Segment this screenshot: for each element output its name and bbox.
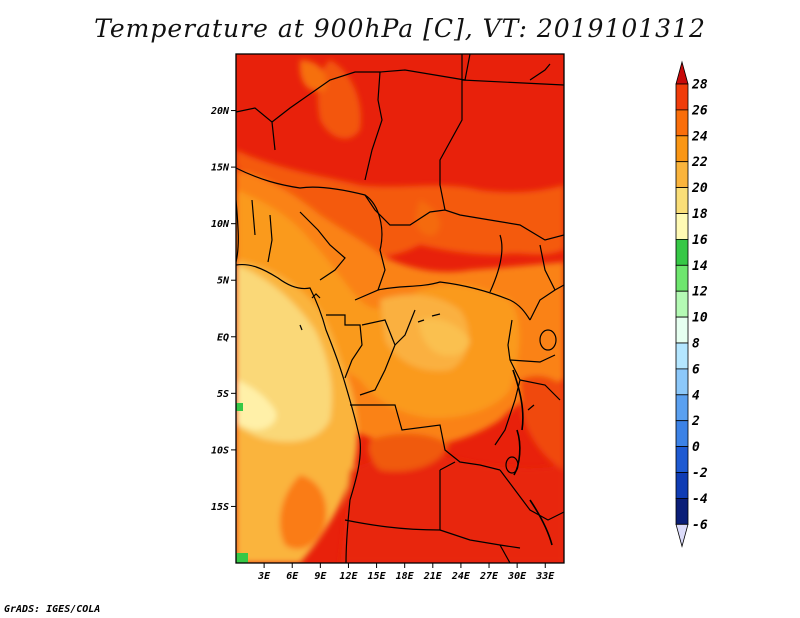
figure-title: Temperature at 900hPa [C], VT: 201910131… [94, 14, 706, 43]
colorbar-box [675, 187, 689, 214]
x-tick-label: 15E [368, 571, 387, 582]
x-tick-label: 18E [396, 571, 415, 582]
colorbar-label: 12 [692, 285, 708, 300]
map-frame [235, 53, 565, 564]
x-tick-label: 6E [286, 571, 299, 582]
colorbar-box [675, 497, 689, 525]
colorbar-label: -6 [692, 518, 708, 533]
temperature-field [236, 54, 564, 563]
colorbar-box [675, 446, 689, 473]
x-tick-label: 21E [423, 571, 443, 582]
y-tick-label: EQ [217, 332, 229, 343]
y-tick-label: 10N [211, 219, 230, 230]
x-tick-label: 9E [314, 571, 327, 582]
colorbar-label: 6 [692, 362, 700, 377]
colorbar-box [675, 472, 689, 499]
colorbar-box [675, 290, 689, 318]
colorbar-label: -4 [692, 492, 708, 507]
colorbar-label: 18 [692, 207, 708, 222]
colorbar-box [675, 83, 689, 111]
colorbar-label: 14 [692, 259, 708, 274]
x-tick-label: 24E [451, 571, 471, 582]
y-tick-label: 15S [211, 502, 229, 513]
colorbar-bottom-arrow [675, 523, 689, 548]
x-axis: 3E 6E 9E 12E 15E 18E 21E 24E 27E 30E 33E [257, 563, 555, 582]
x-tick-label: 27E [479, 571, 499, 582]
y-tick-label: 20N [210, 106, 230, 117]
boundaries [236, 54, 564, 563]
colorbar-label: 26 [691, 103, 708, 118]
colorbar-box [675, 394, 689, 422]
credit-text: GrADS: IGES/COLA [4, 604, 101, 615]
x-tick-label: 12E [339, 571, 358, 582]
colorbar-box [675, 213, 689, 240]
x-tick-label: 3E [257, 571, 271, 582]
colorbar-box [675, 161, 689, 188]
colorbar-box [675, 342, 689, 370]
colorbar-box [675, 238, 689, 266]
colorbar-label: 4 [692, 388, 700, 403]
y-tick-label: 5N [217, 276, 230, 287]
colorbar-box [675, 264, 689, 292]
y-tick-label: 15N [211, 163, 230, 174]
colorbar-label: 0 [692, 440, 700, 455]
y-tick-label: 10S [211, 445, 229, 456]
colorbar-label: -2 [692, 466, 708, 481]
colorbar-box [675, 368, 689, 396]
colorbar-label: 16 [692, 233, 708, 248]
colorbar-top-arrow [675, 60, 689, 85]
colorbar-box [675, 109, 689, 137]
colorbar-box [675, 420, 689, 448]
colorbar-label: 10 [692, 311, 708, 326]
colorbar-box [675, 135, 689, 163]
y-axis: 20N 15N 10N 5N EQ 5S 10S 15S [210, 106, 236, 513]
x-tick-label: 33E [535, 571, 555, 582]
colorbar-label: 28 [691, 78, 708, 93]
colorbar-label: 20 [691, 181, 708, 196]
colorbar-box [675, 316, 689, 344]
colorbar-label: 8 [692, 337, 700, 352]
colorbar-label: 2 [691, 414, 700, 429]
x-tick-label: 30E [507, 571, 527, 582]
colorbar-label: 24 [691, 129, 708, 144]
colorbar-label: 22 [691, 155, 708, 170]
y-tick-label: 5S [217, 389, 229, 400]
